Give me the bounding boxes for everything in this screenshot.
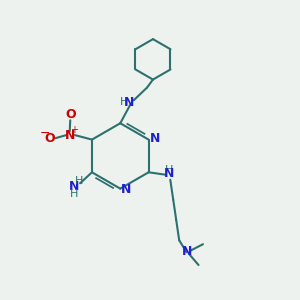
Text: H: H xyxy=(165,165,173,175)
Text: N: N xyxy=(164,167,174,180)
Text: O: O xyxy=(45,132,56,145)
Text: N: N xyxy=(150,132,160,145)
Text: O: O xyxy=(65,108,76,122)
Text: N: N xyxy=(124,96,134,109)
Text: N: N xyxy=(182,245,193,258)
Text: N: N xyxy=(121,183,131,196)
Text: H: H xyxy=(75,176,83,186)
Text: −: − xyxy=(40,127,50,140)
Text: H: H xyxy=(70,189,78,199)
Text: H: H xyxy=(120,97,128,106)
Text: N: N xyxy=(64,129,75,142)
Text: N: N xyxy=(69,180,79,193)
Text: +: + xyxy=(70,125,78,135)
